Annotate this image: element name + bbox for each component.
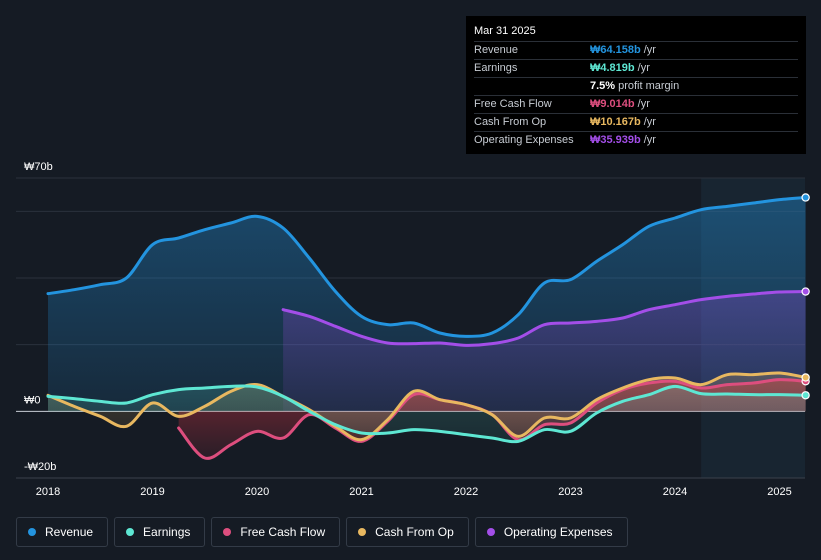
cash-from-op-line [46, 371, 808, 442]
revenue-end-point[interactable] [801, 193, 810, 202]
tooltip-value: ₩9.014b [590, 98, 635, 110]
tooltip-value: ₩10.167b [590, 116, 641, 128]
legend-label: Revenue [45, 525, 94, 539]
legend-label: Operating Expenses [503, 525, 613, 539]
legend-dot-icon [28, 528, 36, 536]
legend-label: Free Cash Flow [240, 525, 326, 539]
chart-legend: Revenue Earnings Free Cash Flow Cash Fro… [16, 517, 628, 547]
earnings-line [46, 384, 808, 444]
legend-dot-icon [223, 528, 232, 536]
x-tick-label: 2023 [558, 486, 582, 498]
operating-expenses-end-point[interactable] [801, 287, 810, 296]
x-tick-label: 2025 [767, 486, 791, 498]
tooltip-row-earnings: Earnings ₩4.819b /yr [474, 59, 798, 77]
legend-item-earnings[interactable]: Earnings [114, 517, 206, 547]
tooltip-unit: /yr [643, 44, 656, 56]
legend-item-operating-expenses[interactable]: Operating Expenses [474, 517, 628, 547]
tooltip-value: 7.5% [590, 80, 616, 92]
x-tick-label: 2021 [349, 486, 373, 498]
legend-item-free-cash-flow[interactable]: Free Cash Flow [211, 517, 341, 547]
tooltip-label [474, 78, 590, 95]
tooltip-value: ₩35.939b [590, 134, 641, 146]
tooltip-unit: /yr [643, 116, 656, 128]
legend-label: Cash From Op [375, 525, 454, 539]
legend-item-revenue[interactable]: Revenue [16, 517, 109, 547]
earnings-end-point[interactable] [801, 391, 810, 400]
x-tick-label: 2019 [140, 486, 164, 498]
tooltip-row-profit-margin: 7.5% profit margin [474, 77, 798, 95]
y-tick-label: ₩70b [24, 161, 53, 173]
tooltip-row-free-cash-flow: Free Cash Flow ₩9.014b /yr [474, 95, 798, 113]
tooltip-label: Free Cash Flow [474, 98, 552, 110]
revenue-line [46, 195, 808, 338]
legend-dot-icon [126, 528, 135, 536]
tooltip-row-operating-expenses: Operating Expenses ₩35.939b /yr [474, 131, 798, 149]
tooltip-value: ₩4.819b [590, 62, 635, 74]
tooltip-label: Cash From Op [474, 116, 547, 128]
tooltip-row-cash-from-op: Cash From Op ₩10.167b /yr [474, 113, 798, 131]
tooltip-label: Operating Expenses [474, 134, 574, 146]
cash-from-op-end-point[interactable] [801, 373, 810, 382]
tooltip-unit: /yr [643, 134, 656, 146]
tooltip-unit: profit margin [618, 80, 680, 92]
tooltip-value: ₩64.158b [590, 44, 641, 56]
operating-expenses-line [281, 290, 808, 347]
x-tick-label: 2024 [663, 486, 687, 498]
x-tick-label: 2022 [454, 486, 478, 498]
x-tick-label: 2018 [36, 486, 60, 498]
y-tick-label: -₩20b [24, 461, 56, 473]
tooltip-row-revenue: Revenue ₩64.158b /yr [474, 41, 798, 59]
tooltip-date: Mar 31 2025 [474, 25, 536, 37]
y-tick-label: ₩0 [24, 394, 41, 406]
legend-dot-icon [358, 528, 367, 536]
x-tick-label: 2020 [245, 486, 269, 498]
legend-item-cash-from-op[interactable]: Cash From Op [346, 517, 469, 547]
legend-label: Earnings [143, 525, 191, 539]
tooltip-unit: /yr [637, 98, 650, 110]
tooltip-label: Revenue [474, 44, 519, 56]
tooltip-label: Earnings [474, 62, 518, 74]
legend-dot-icon [486, 528, 495, 536]
earnings-area [48, 385, 806, 442]
data-tooltip: Mar 31 2025 Revenue ₩64.158b /yr Earning… [466, 16, 806, 154]
tooltip-unit: /yr [637, 62, 650, 74]
